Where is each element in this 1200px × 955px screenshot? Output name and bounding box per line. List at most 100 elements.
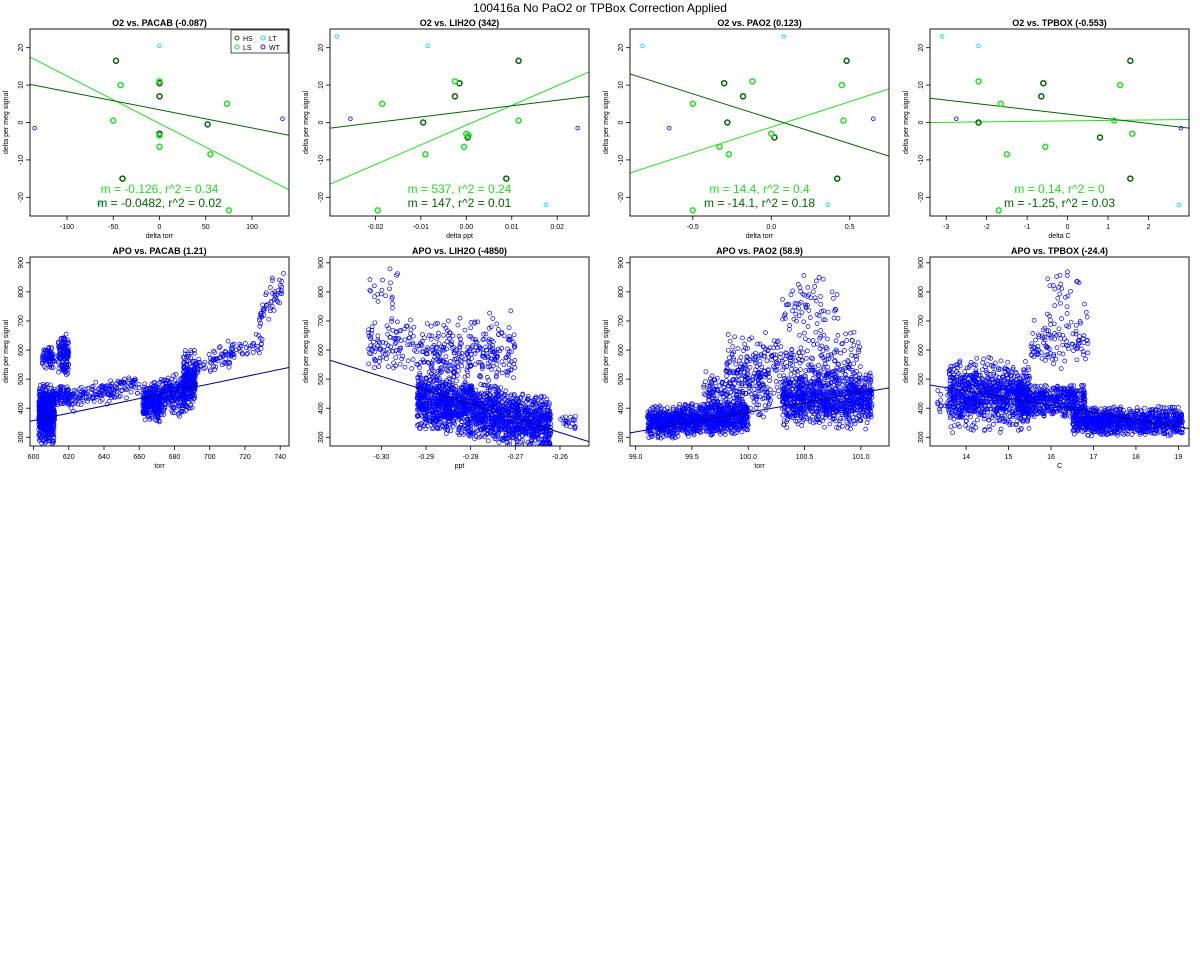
point-cluster (190, 332, 264, 379)
data-point-hs (1097, 135, 1102, 140)
data-point (486, 439, 490, 443)
data-point (129, 390, 133, 394)
data-point-hs (205, 122, 210, 127)
chart-title: APO vs. LIH2O (-4850) (412, 246, 507, 256)
data-point-ls (998, 101, 1003, 106)
data-point-hs (452, 94, 457, 99)
data-point (136, 391, 140, 395)
x-tick-label: 100.5 (796, 454, 814, 461)
data-point (268, 286, 272, 290)
chart-title: APO vs. PACAB (1.21) (112, 246, 206, 256)
data-point (507, 358, 511, 362)
y-tick-label: 500 (318, 373, 325, 385)
data-point-ls (976, 79, 981, 84)
data-point (403, 365, 407, 369)
data-point (496, 327, 500, 331)
y-tick-label: 10 (618, 81, 625, 89)
data-point-hs (1039, 94, 1044, 99)
x-tick-label: -0.29 (418, 454, 434, 461)
data-point-hs (114, 58, 119, 63)
data-point (368, 351, 372, 355)
x-tick-label: -0.27 (507, 454, 523, 461)
x-tick-label: 100 (246, 224, 258, 231)
data-point (270, 276, 274, 280)
y-tick-label: 600 (318, 344, 325, 356)
x-tick-label: 0.5 (845, 224, 855, 231)
y-tick-label: 800 (618, 286, 625, 298)
data-point (174, 372, 178, 376)
data-point (457, 334, 461, 338)
data-point (389, 345, 393, 349)
fit-line-ls (330, 72, 589, 184)
chart-title: O2 vs. TPBOX (-0.553) (1012, 18, 1107, 28)
data-point-wt (872, 117, 876, 121)
y-axis-label: delta per meg signal (603, 91, 610, 154)
fit-line-ls (630, 89, 889, 173)
data-point-wt (349, 117, 353, 121)
data-point-lt (782, 35, 786, 39)
fit-annotation-ls: m = -0.126, r^2 = 0.34 (101, 182, 219, 196)
y-tick-label: 20 (618, 44, 625, 52)
data-point (387, 365, 391, 369)
x-tick-label: 720 (239, 454, 251, 461)
data-point-lt (940, 35, 944, 39)
data-point (143, 418, 147, 422)
data-point-hs (516, 58, 521, 63)
data-point (381, 278, 385, 282)
data-point (446, 319, 450, 323)
x-axis-label: torr (754, 463, 765, 470)
x-tick-label: 99.5 (685, 454, 699, 461)
y-tick-label: 600 (618, 344, 625, 356)
data-point (409, 328, 413, 332)
data-point-ls (157, 144, 162, 149)
y-tick-label: -10 (618, 155, 625, 165)
fit-annotation-ls: m = 14.4, r^2 = 0.4 (709, 182, 810, 196)
y-tick-label: 300 (618, 431, 625, 443)
data-point-ls (1118, 83, 1123, 88)
data-point (226, 339, 230, 343)
data-point (368, 278, 372, 282)
data-point (545, 447, 549, 451)
y-tick-label: 900 (318, 257, 325, 269)
x-axis-label: delta torr (146, 233, 174, 240)
y-tick-label: 500 (618, 373, 625, 385)
data-point (530, 448, 534, 452)
data-point (376, 299, 380, 303)
x-tick-label: 620 (63, 454, 75, 461)
y-tick-label: 400 (618, 402, 625, 414)
chart-title: O2 vs. LIH2O (342) (420, 18, 500, 28)
point-cluster (368, 267, 400, 310)
x-axis-label: ppt (455, 463, 465, 470)
data-point (469, 326, 473, 330)
point-cluster (559, 414, 578, 430)
x-tick-label: 680 (169, 454, 181, 461)
x-tick-label: -50 (108, 224, 118, 231)
x-tick-label: 600 (28, 454, 40, 461)
data-point (455, 379, 459, 383)
y-tick-label: -10 (318, 155, 325, 165)
data-point-ls (726, 152, 731, 157)
data-point (372, 284, 376, 288)
data-point (384, 294, 388, 298)
x-tick-label: -3 (943, 224, 949, 231)
y-tick-label: 10 (918, 81, 925, 89)
x-tick-label: -1 (1024, 224, 1030, 231)
legend-label-lt: LT (269, 36, 277, 43)
x-tick-label: -0.02 (367, 224, 383, 231)
panel-6: APO vs. LIH2O (-4850)-0.30-0.29-0.28-0.2… (303, 246, 589, 470)
data-point (488, 311, 492, 315)
data-point-ls (841, 118, 846, 123)
data-point-ls (690, 101, 695, 106)
fit-line-ls (30, 57, 289, 190)
fit-annotation-hs: m = 147, r^2 = 0.01 (408, 196, 512, 210)
data-point (504, 389, 508, 393)
y-tick-label: -20 (18, 192, 25, 202)
data-point (447, 376, 451, 380)
y-tick-label: 900 (18, 257, 25, 269)
data-point (406, 359, 410, 363)
fit-line-hs (930, 98, 1189, 128)
data-point (456, 323, 460, 327)
